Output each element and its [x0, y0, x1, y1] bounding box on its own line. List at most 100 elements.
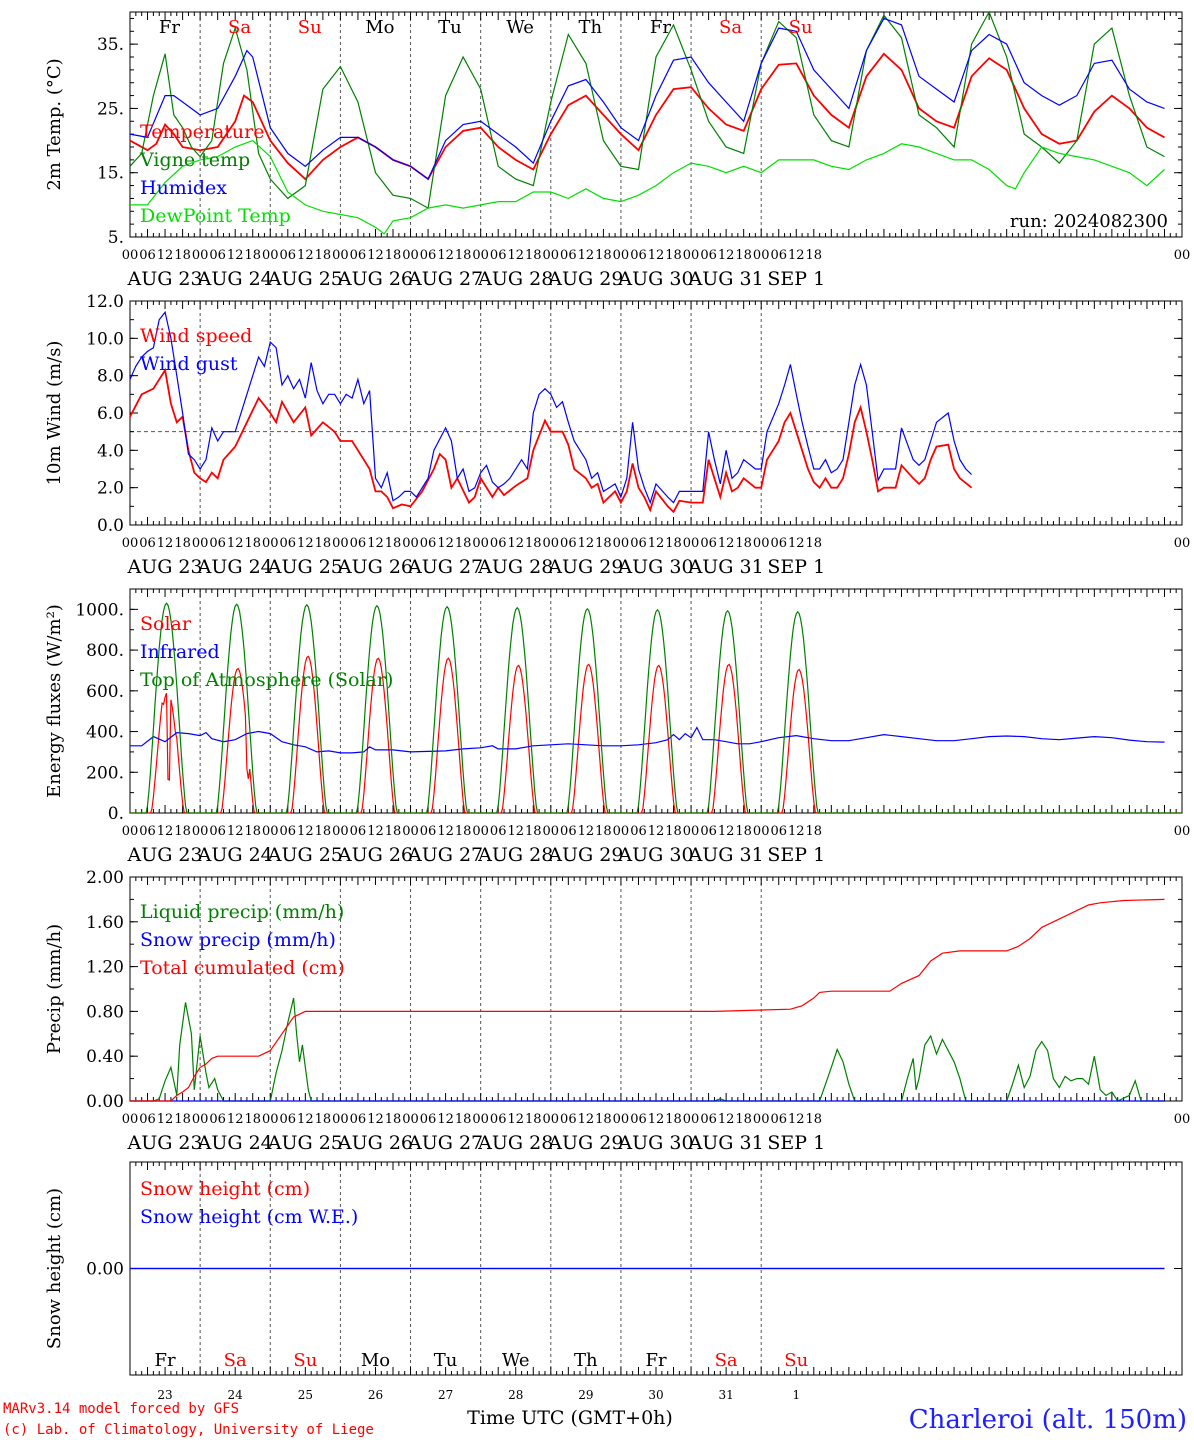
hour-tick-label: 18 [455, 1112, 472, 1127]
y-axis-label: 10m Wind (m/s) [44, 341, 65, 486]
hour-tick-label: 00 [753, 824, 770, 839]
hour-tick-label: 06 [700, 248, 717, 263]
hour-tick-label: 06 [209, 1112, 226, 1127]
y-tick-label: 2.00 [86, 868, 124, 888]
hour-tick-label: 18 [595, 248, 612, 263]
hour-tick-label: 12 [648, 536, 665, 551]
day-number: 25 [298, 1388, 313, 1402]
hour-tick-label: 06 [700, 824, 717, 839]
time-axis-label: Time UTC (GMT+0h) [467, 1407, 673, 1429]
hour-tick-label: 06 [280, 536, 297, 551]
hour-tick-label: 00 [402, 1112, 419, 1127]
hour-tick-label: 18 [595, 824, 612, 839]
day-name: Mo [361, 1350, 390, 1371]
hour-tick-label: 06 [280, 1112, 297, 1127]
hour-tick-label: 18 [315, 536, 332, 551]
date-label: AUG 27 [407, 268, 483, 290]
hour-tick-label: 06 [420, 248, 437, 263]
hour-tick-label: 12 [718, 248, 735, 263]
hour-tick-label: 06 [490, 248, 507, 263]
hour-tick-label: 00 [332, 536, 349, 551]
day-number: 31 [718, 1388, 733, 1402]
hour-tick-label: 12 [788, 536, 805, 551]
hour-tick-label: 00 [192, 536, 209, 551]
y-tick-label: 2.0 [97, 479, 124, 499]
y-tick-label: 15. [97, 164, 124, 184]
date-label: AUG 30 [617, 268, 693, 290]
hour-tick-label: 12 [788, 1112, 805, 1127]
date-label: AUG 26 [337, 844, 413, 866]
y-tick-label: 0.00 [86, 1092, 124, 1112]
date-label: AUG 24 [197, 844, 273, 866]
hour-tick-label: 00 [402, 536, 419, 551]
hour-tick-label: 12 [788, 824, 805, 839]
day-name: Fr [159, 17, 180, 38]
hour-tick-label: 00 [262, 824, 279, 839]
y-tick-label: 1.60 [86, 913, 124, 933]
hour-tick-label: 18 [385, 824, 402, 839]
date-label: AUG 24 [197, 1132, 273, 1154]
series-infrared [130, 726, 1165, 754]
hour-tick-label: 12 [648, 1112, 665, 1127]
date-label: AUG 31 [688, 844, 764, 866]
hour-tick-label: 00 [1174, 248, 1191, 263]
date-label: AUG 28 [477, 844, 553, 866]
hour-tick-label: 18 [244, 536, 261, 551]
hour-tick-label: 18 [595, 1112, 612, 1127]
station-name: Charleroi (alt. 150m) [909, 1405, 1187, 1435]
hour-tick-label: 00 [262, 1112, 279, 1127]
y-tick-label: 10.0 [86, 329, 124, 349]
hour-tick-label: 00 [543, 248, 560, 263]
legend-entry: Snow height (cm) [140, 1178, 310, 1200]
hour-tick-label: 12 [297, 1112, 314, 1127]
hour-tick-label: 18 [174, 824, 191, 839]
day-name: Sa [224, 1350, 247, 1371]
y-axis-label: 2m Temp. (°C) [44, 58, 65, 190]
hour-tick-label: 00 [122, 1112, 139, 1127]
hour-tick-label: 06 [139, 1112, 156, 1127]
hour-tick-label: 06 [770, 1112, 787, 1127]
hour-tick-label: 00 [402, 824, 419, 839]
date-label: AUG 30 [617, 556, 693, 578]
hour-tick-label: 06 [560, 248, 577, 263]
date-label: AUG 24 [197, 556, 273, 578]
day-number: 30 [648, 1388, 663, 1402]
day-name: Fr [650, 17, 671, 38]
date-label: AUG 27 [407, 556, 483, 578]
hour-tick-label: 12 [367, 248, 384, 263]
hour-tick-label: 06 [490, 1112, 507, 1127]
hour-tick-label: 00 [543, 1112, 560, 1127]
series-temperature [129, 52, 1165, 181]
hour-tick-label: 18 [665, 824, 682, 839]
date-label: AUG 28 [477, 268, 553, 290]
hour-tick-label: 18 [806, 824, 823, 839]
hour-tick-label: 00 [262, 248, 279, 263]
hour-tick-label: 12 [297, 536, 314, 551]
legend-entry: Infrared [140, 641, 220, 663]
series-humidex [129, 17, 1165, 181]
hour-tick-label: 00 [683, 824, 700, 839]
hour-tick-label: 00 [262, 536, 279, 551]
hour-tick-label: 06 [420, 536, 437, 551]
hour-tick-label: 06 [630, 1112, 647, 1127]
hour-tick-label: 06 [770, 824, 787, 839]
day-name: Su [784, 1350, 808, 1371]
series-total-cumulated-cm [130, 898, 1165, 1102]
hour-tick-label: 00 [613, 536, 630, 551]
hour-tick-label: 00 [472, 1112, 489, 1127]
legend-entry: Liquid precip (mm/h) [140, 901, 344, 923]
day-name: We [506, 17, 534, 38]
day-number: 1 [792, 1388, 800, 1402]
date-label: AUG 29 [547, 556, 623, 578]
hour-tick-label: 12 [437, 824, 454, 839]
hour-tick-label: 18 [665, 1112, 682, 1127]
y-tick-label: 0.40 [86, 1047, 124, 1067]
day-name: We [502, 1350, 530, 1371]
day-name: Th [578, 17, 602, 38]
hour-tick-label: 18 [244, 248, 261, 263]
hour-tick-label: 06 [280, 248, 297, 263]
date-label: SEP 1 [767, 844, 825, 866]
day-number: 24 [228, 1388, 244, 1402]
hour-tick-label: 00 [122, 824, 139, 839]
